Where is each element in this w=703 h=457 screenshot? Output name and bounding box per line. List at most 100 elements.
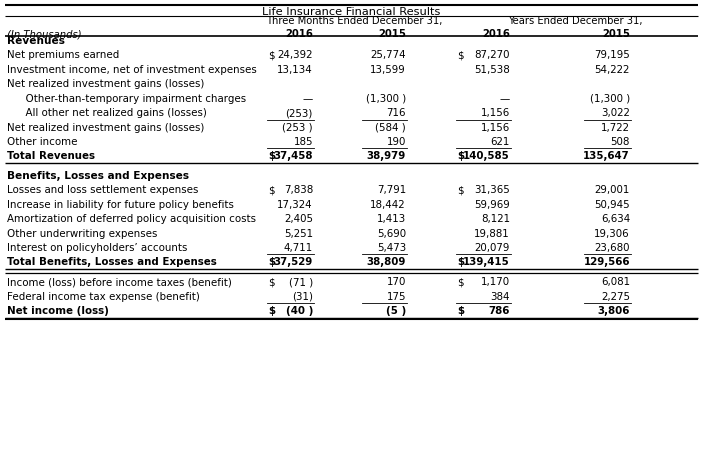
Text: Other underwriting expenses: Other underwriting expenses <box>7 228 157 239</box>
Text: 4,711: 4,711 <box>284 243 313 253</box>
Text: $: $ <box>457 185 463 195</box>
Text: Revenues: Revenues <box>7 37 65 46</box>
Text: Net realized investment gains (losses): Net realized investment gains (losses) <box>7 122 205 133</box>
Text: (31): (31) <box>292 292 313 302</box>
Text: 3,022: 3,022 <box>601 108 630 118</box>
Text: 190: 190 <box>387 137 406 147</box>
Text: 2015: 2015 <box>602 29 630 39</box>
Text: 1,413: 1,413 <box>377 214 406 224</box>
Text: 31,365: 31,365 <box>475 185 510 195</box>
Text: (584 ): (584 ) <box>375 122 406 133</box>
Text: 185: 185 <box>293 137 313 147</box>
Text: 87,270: 87,270 <box>475 50 510 60</box>
Text: Net income (loss): Net income (loss) <box>7 306 109 316</box>
Text: $: $ <box>268 277 275 287</box>
Text: 24,392: 24,392 <box>278 50 313 60</box>
Text: 19,881: 19,881 <box>475 228 510 239</box>
Text: 2,405: 2,405 <box>284 214 313 224</box>
Text: 139,415: 139,415 <box>463 257 510 267</box>
Text: (253): (253) <box>285 108 313 118</box>
Text: Amortization of deferred policy acquisition costs: Amortization of deferred policy acquisit… <box>7 214 256 224</box>
Text: 13,599: 13,599 <box>370 65 406 75</box>
Text: Investment income, net of investment expenses: Investment income, net of investment exp… <box>7 65 257 75</box>
Text: 6,081: 6,081 <box>601 277 630 287</box>
Text: $: $ <box>457 50 463 60</box>
Text: 3,806: 3,806 <box>598 306 630 316</box>
Text: 20,079: 20,079 <box>475 243 510 253</box>
Text: 59,969: 59,969 <box>475 200 510 210</box>
Text: $: $ <box>268 306 275 316</box>
Text: (71 ): (71 ) <box>289 277 313 287</box>
Text: 7,791: 7,791 <box>377 185 406 195</box>
Text: 6,634: 6,634 <box>601 214 630 224</box>
Text: (1,300 ): (1,300 ) <box>366 94 406 104</box>
Text: 19,306: 19,306 <box>594 228 630 239</box>
Text: 79,195: 79,195 <box>594 50 630 60</box>
Text: 37,529: 37,529 <box>273 257 313 267</box>
Text: 2,275: 2,275 <box>601 292 630 302</box>
Text: 18,442: 18,442 <box>370 200 406 210</box>
Text: —: — <box>303 94 313 104</box>
Text: $: $ <box>268 185 275 195</box>
Text: 37,458: 37,458 <box>273 151 313 161</box>
Text: 621: 621 <box>491 137 510 147</box>
Text: Interest on policyholders’ accounts: Interest on policyholders’ accounts <box>7 243 188 253</box>
Text: Net realized investment gains (losses): Net realized investment gains (losses) <box>7 79 205 89</box>
Text: 54,222: 54,222 <box>595 65 630 75</box>
Text: Total Benefits, Losses and Expenses: Total Benefits, Losses and Expenses <box>7 257 217 267</box>
Text: $: $ <box>457 151 464 161</box>
Text: (5 ): (5 ) <box>386 306 406 316</box>
Text: 50,945: 50,945 <box>594 200 630 210</box>
Text: $: $ <box>268 50 275 60</box>
Text: 17,324: 17,324 <box>278 200 313 210</box>
Text: $: $ <box>457 306 464 316</box>
Text: 38,809: 38,809 <box>367 257 406 267</box>
Text: (In Thousands): (In Thousands) <box>7 29 82 39</box>
Text: 7,838: 7,838 <box>284 185 313 195</box>
Text: 1,156: 1,156 <box>481 108 510 118</box>
Text: 140,585: 140,585 <box>463 151 510 161</box>
Text: 5,473: 5,473 <box>377 243 406 253</box>
Text: 13,134: 13,134 <box>277 65 313 75</box>
Text: 170: 170 <box>387 277 406 287</box>
Text: $: $ <box>457 277 463 287</box>
Text: 5,251: 5,251 <box>284 228 313 239</box>
Text: $: $ <box>268 151 275 161</box>
Text: 1,170: 1,170 <box>481 277 510 287</box>
Text: (1,300 ): (1,300 ) <box>590 94 630 104</box>
Text: Years Ended December 31,: Years Ended December 31, <box>508 16 643 26</box>
Text: 8,121: 8,121 <box>481 214 510 224</box>
Text: 2015: 2015 <box>378 29 406 39</box>
Text: Losses and loss settlement expenses: Losses and loss settlement expenses <box>7 185 198 195</box>
Text: 5,690: 5,690 <box>377 228 406 239</box>
Text: 1,722: 1,722 <box>601 122 630 133</box>
Text: 384: 384 <box>491 292 510 302</box>
Text: Increase in liability for future policy benefits: Increase in liability for future policy … <box>7 200 234 210</box>
Text: 508: 508 <box>611 137 630 147</box>
Text: $: $ <box>268 257 275 267</box>
Text: 29,001: 29,001 <box>595 185 630 195</box>
Text: $: $ <box>457 257 464 267</box>
Text: 25,774: 25,774 <box>370 50 406 60</box>
Text: (253 ): (253 ) <box>283 122 313 133</box>
Text: —: — <box>500 94 510 104</box>
Text: 129,566: 129,566 <box>583 257 630 267</box>
Text: Income (loss) before income taxes (benefit): Income (loss) before income taxes (benef… <box>7 277 232 287</box>
Text: (40 ): (40 ) <box>285 306 313 316</box>
Text: Other-than-temporary impairment charges: Other-than-temporary impairment charges <box>19 94 246 104</box>
Text: Three Months Ended December 31,: Three Months Ended December 31, <box>266 16 443 26</box>
Text: 786: 786 <box>489 306 510 316</box>
Text: 716: 716 <box>387 108 406 118</box>
Text: All other net realized gains (losses): All other net realized gains (losses) <box>19 108 207 118</box>
Text: Total Revenues: Total Revenues <box>7 151 95 161</box>
Text: 23,680: 23,680 <box>595 243 630 253</box>
Text: Benefits, Losses and Expenses: Benefits, Losses and Expenses <box>7 171 189 181</box>
Text: 2016: 2016 <box>482 29 510 39</box>
Text: Other income: Other income <box>7 137 77 147</box>
Text: Life Insurance Financial Results: Life Insurance Financial Results <box>262 7 441 17</box>
Text: Federal income tax expense (benefit): Federal income tax expense (benefit) <box>7 292 200 302</box>
Text: 1,156: 1,156 <box>481 122 510 133</box>
Text: 51,538: 51,538 <box>475 65 510 75</box>
Text: 135,647: 135,647 <box>583 151 630 161</box>
Text: 2016: 2016 <box>285 29 313 39</box>
